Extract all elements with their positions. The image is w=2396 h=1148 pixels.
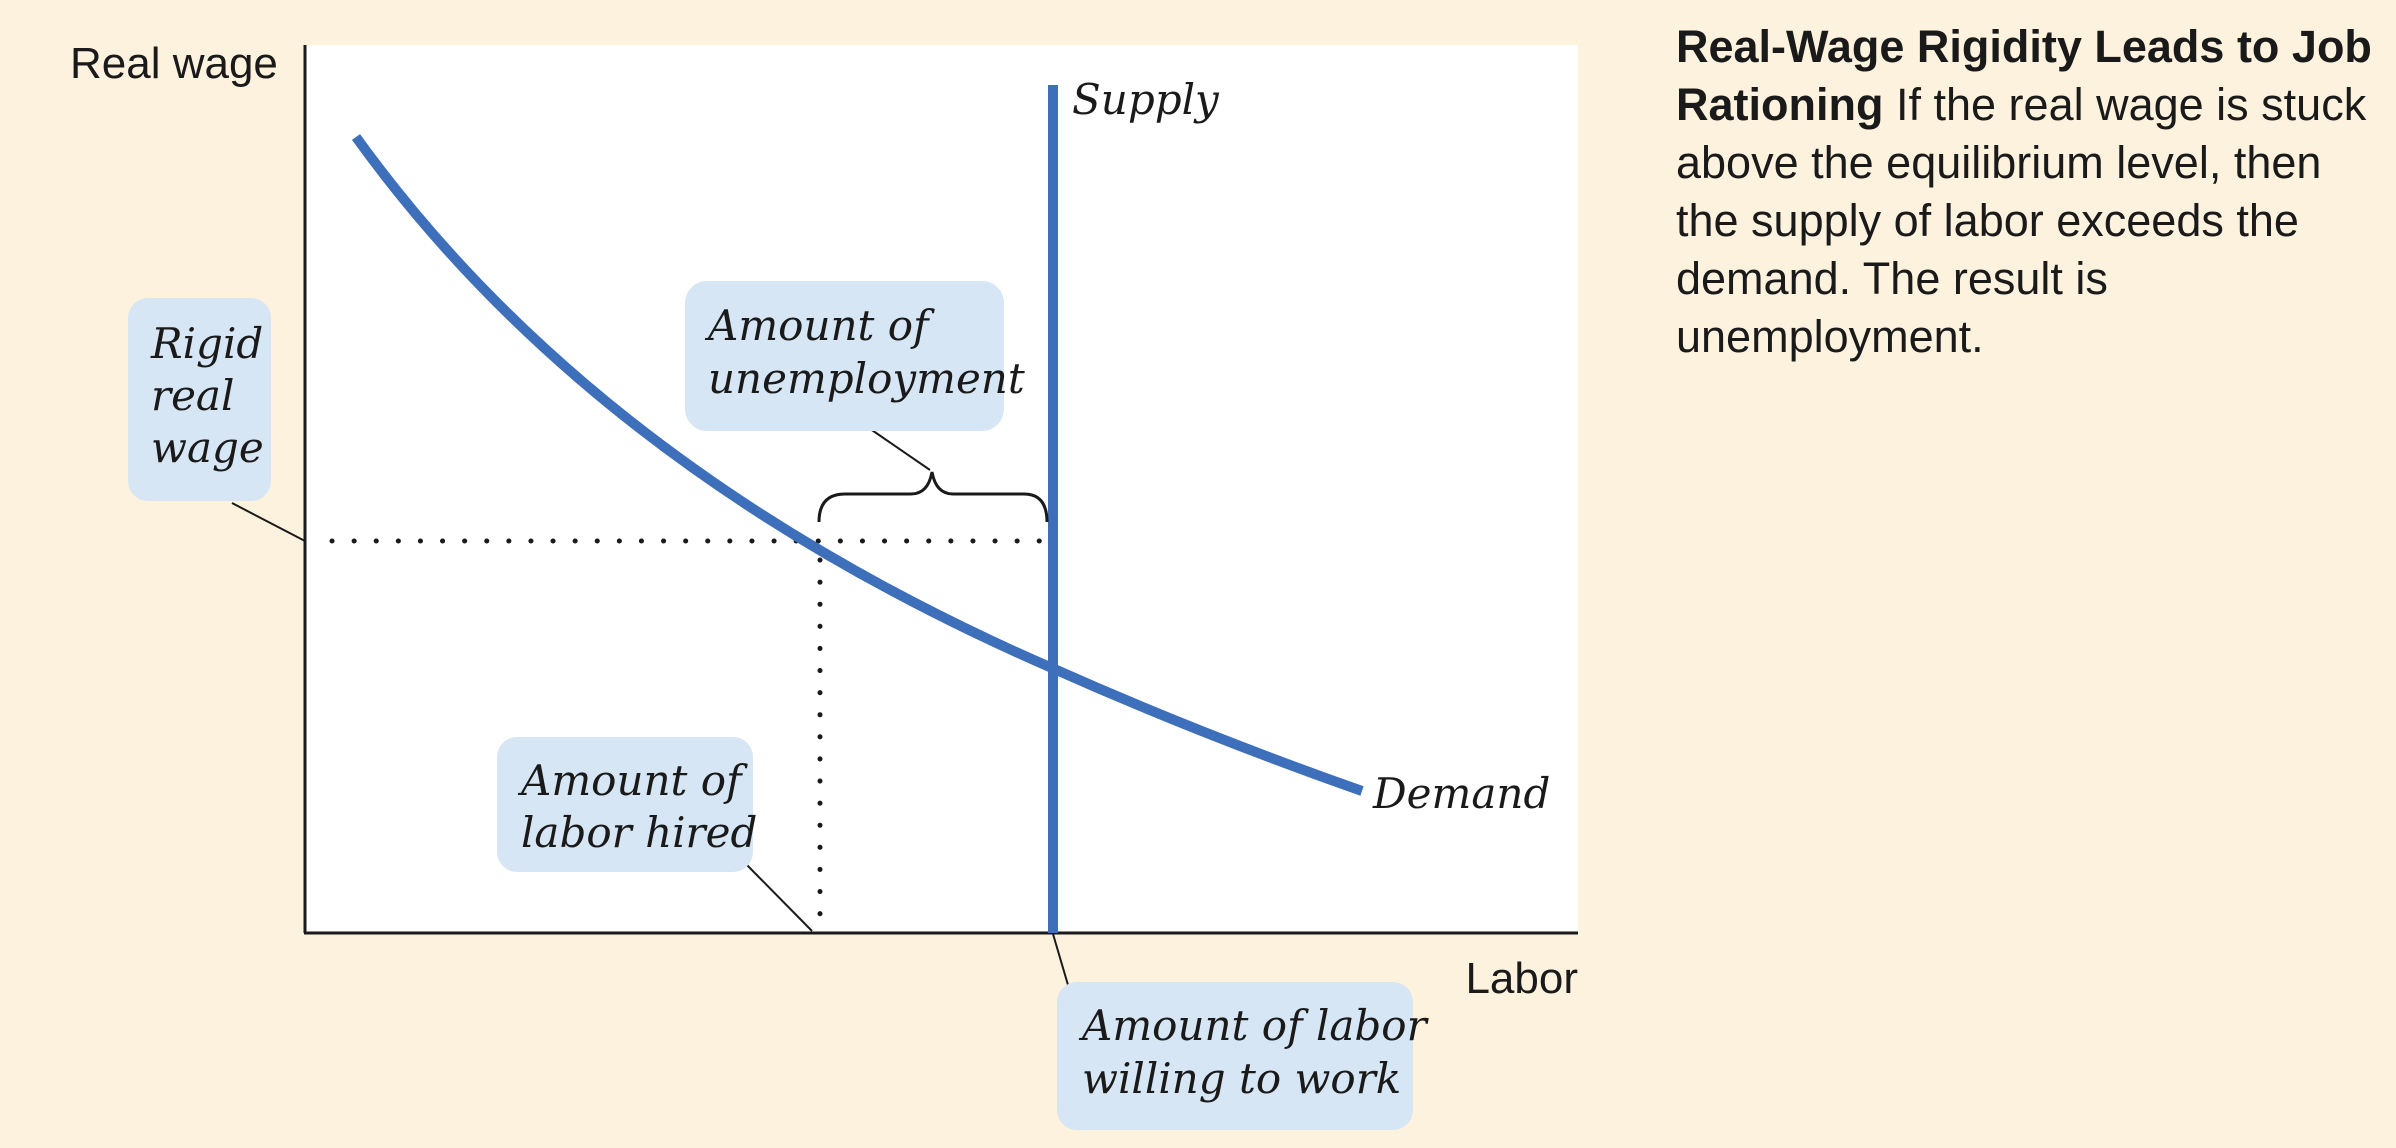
labor-willing-line-2: willing to work [1082, 1054, 1401, 1103]
supply-label: Supply [1072, 75, 1220, 124]
unemployment-brace [817, 471, 1049, 523]
unemployment-callout: Amount of unemployment [685, 281, 1025, 471]
x-axis-title: Labor [1465, 954, 1578, 1003]
labor-hired-line-1: Amount of [517, 756, 748, 805]
unemployment-box [685, 281, 1004, 431]
unemployment-line-2: unemployment [708, 354, 1025, 403]
caption-body: If the real wage is stuck above the equi… [1676, 79, 2367, 362]
labor-hired-line-2: labor hired [521, 808, 757, 857]
labor-willing-callout: Amount of labor willing to work [1052, 933, 1430, 1130]
rigid-wage-line-1: Rigid [150, 319, 263, 368]
labor-hired-box [497, 737, 753, 872]
rigid-wage-callout: Rigid real wage [128, 298, 306, 542]
figure-caption: Real-Wage Rigidity Leads to Job Rationin… [1676, 18, 2376, 366]
labor-willing-line-1: Amount of labor [1078, 1001, 1430, 1050]
labor-willing-box [1057, 982, 1413, 1130]
demand-label: Demand [1372, 769, 1550, 818]
rigid-wage-leader [231, 502, 306, 542]
rigid-wage-line-3: wage [151, 423, 264, 472]
caption-title: Real-Wage Rigidity Leads to Job Rationin… [1676, 21, 2372, 130]
rigid-wage-line-2: real [151, 371, 234, 420]
demand-curve [351, 134, 1364, 796]
labor-hired-callout: Amount of labor hired [497, 737, 813, 932]
labor-hired-leader [744, 862, 813, 932]
rigid-wage-box [128, 298, 271, 501]
y-axis-title: Real wage [70, 39, 278, 88]
unemployment-line-1: Amount of [704, 301, 935, 350]
